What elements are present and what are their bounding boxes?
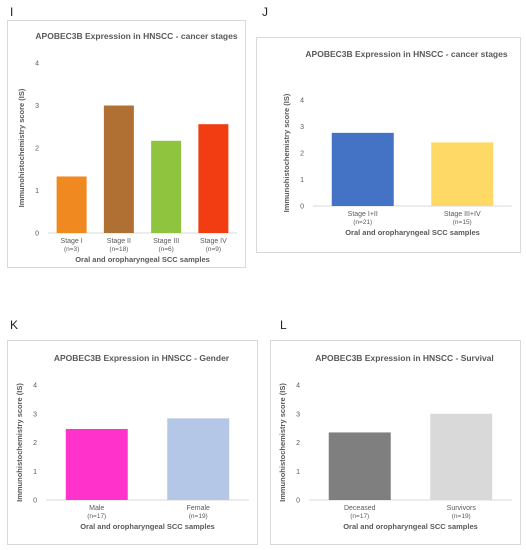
y-tick-label: 2 [35,146,39,153]
x-axis-label: Oral and oropharyngeal SCC samples [80,522,215,531]
bar [151,140,182,233]
x-axis-label: Oral and oropharyngeal SCC samples [345,228,480,237]
y-tick-label: 0 [296,498,300,505]
bar [103,105,134,233]
y-tick-label: 1 [296,469,300,476]
bar [198,124,229,233]
y-tick-label: 0 [300,204,304,211]
x-tick-count: (n=17) [87,513,106,520]
bar [331,132,394,206]
chart-stage-groups: APOBEC3B Expression in HNSCC - cancer st… [256,37,521,253]
y-tick-label: 3 [300,124,304,131]
x-tick-count: (n=19) [452,513,471,520]
y-axis-label: Immunohistochemistry score (IS) [17,88,26,207]
panel-letter-k: K [10,318,19,332]
x-tick-count: (n=15) [453,219,472,226]
chart-title: APOBEC3B Expression in HNSCC - cancer st… [35,31,237,41]
x-tick-count: (n=18) [109,246,128,253]
chart-cancer-stages: APOBEC3B Expression in HNSCC - cancer st… [7,20,246,268]
chart-gender: APOBEC3B Expression in HNSCC - Gender 0 1 2… [7,340,258,545]
x-tick-label: Survivors [447,505,477,512]
chart-title: APOBEC3B Expression in HNSCC - Survival [315,353,494,363]
panel-letter-j: J [262,5,268,19]
x-tick-count: (n=17) [350,513,369,520]
y-tick-label: 1 [33,469,37,476]
chart-svg: APOBEC3B Expression in HNSCC - Gender 0 1 2… [15,353,249,531]
panel-letter-i: I [10,5,14,19]
chart-svg: APOBEC3B Expression in HNSCC - cancer st… [282,49,512,237]
x-tick-label: Male [89,505,104,512]
y-tick-label: 3 [296,411,300,418]
x-axis-label: Oral and oropharyngeal SCC samples [75,255,210,264]
bar [328,432,391,500]
y-tick-label: 2 [296,440,300,447]
x-tick-count: (n=6) [158,246,173,253]
x-tick-label: Stage I+II [348,211,378,218]
chart-svg: APOBEC3B Expression in HNSCC - cancer st… [17,31,238,264]
chart-title: APOBEC3B Expression in HNSCC - cancer st… [305,49,507,59]
bar [430,413,493,500]
chart-survival: APOBEC3B Expression in HNSCC - Survival 0… [270,340,521,545]
panel-letter-l: L [280,318,287,332]
bar [431,142,494,206]
x-tick-label: Stage III+IV [444,211,481,218]
chart-title: APOBEC3B Expression in HNSCC - Gender [54,353,230,363]
y-tick-label: 2 [300,151,304,158]
y-tick-label: 2 [33,440,37,447]
x-tick-label: Stage IV [200,238,227,245]
y-tick-label: 1 [35,188,39,195]
x-axis-label: Oral and oropharyngeal SCC samples [343,522,478,531]
x-tick-label: Stage I [61,238,83,245]
x-tick-label: Female [187,505,210,512]
y-tick-label: 4 [33,383,37,390]
x-tick-count: (n=21) [353,219,372,226]
y-tick-label: 3 [35,103,39,110]
y-tick-label: 1 [300,177,304,184]
y-tick-label: 4 [300,98,304,105]
bar [65,428,128,500]
y-axis-label: Immunohistochemistry score (IS) [282,93,291,212]
x-tick-count: (n=9) [206,246,221,253]
y-tick-label: 4 [35,61,39,68]
chart-svg: APOBEC3B Expression in HNSCC - Survival 0… [278,353,512,531]
y-axis-label: Immunohistochemistry score (IS) [278,383,287,502]
y-tick-label: 4 [296,383,300,390]
y-tick-label: 3 [33,411,37,418]
y-tick-label: 0 [35,231,39,238]
x-tick-label: Stage III [153,238,179,245]
y-axis-label: Immunohistochemistry score (IS) [15,383,24,502]
x-tick-label: Deceased [344,505,376,512]
y-tick-label: 0 [33,498,37,505]
x-tick-count: (n=19) [189,513,208,520]
bar [167,418,230,500]
x-tick-count: (n=3) [64,246,79,253]
bar [56,176,87,233]
x-tick-label: Stage II [107,238,131,245]
